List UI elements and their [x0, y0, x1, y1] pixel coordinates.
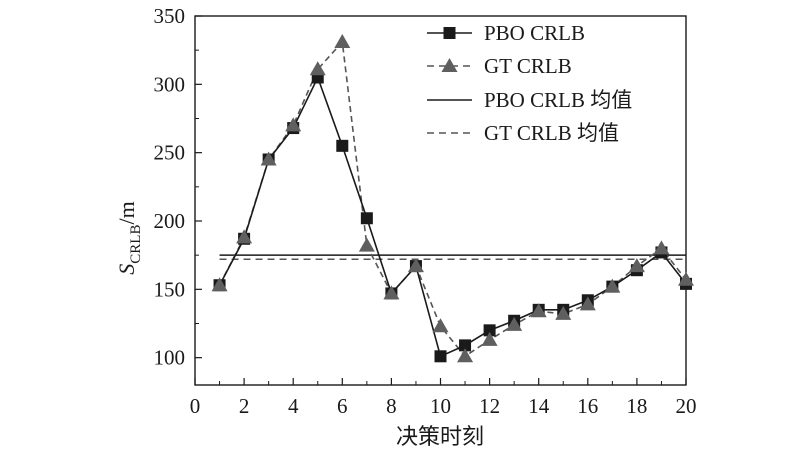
triangle-marker: [285, 117, 302, 132]
triangle-marker: [441, 58, 458, 72]
series-group: [218, 75, 687, 358]
y-tick-label: 300: [154, 72, 186, 96]
y-axis-title-unit: /m: [114, 201, 139, 224]
y-axis-title: SCRLB/m: [114, 201, 144, 274]
axes: 0 2 4 6 8 10 12 14 16 18 20 100 150 200 250 300 350: [154, 4, 697, 418]
triangle-marker: [334, 33, 351, 48]
square-marker: [483, 324, 496, 337]
series-line: [218, 75, 687, 358]
y-tick-label: 100: [154, 346, 186, 370]
data-series: [211, 33, 694, 363]
triangle-marker: [383, 285, 400, 300]
square-marker: [443, 27, 456, 39]
triangle-marker: [678, 271, 694, 286]
y-tick-label: 150: [154, 277, 186, 301]
y-tick-label: 200: [154, 209, 186, 233]
triangle-marker: [211, 277, 228, 292]
square-marker: [360, 212, 373, 225]
triangle-marker: [506, 316, 523, 331]
legend-label: GT CRLB: [484, 54, 572, 78]
triangle-marker: [236, 229, 253, 244]
x-tick-label: 16: [577, 394, 598, 418]
series-line: [218, 40, 687, 358]
x-tick-label: 6: [337, 394, 348, 418]
triangle-marker: [432, 318, 449, 333]
x-tick-label: 20: [676, 394, 697, 418]
y-axis-title-symbol: S: [114, 264, 139, 275]
triangle-marker: [579, 296, 596, 311]
x-tick-label: 8: [386, 394, 397, 418]
x-tick-label: 18: [626, 394, 647, 418]
triangle-marker: [555, 305, 572, 320]
legend-label: PBO CRLB 均值: [484, 88, 632, 112]
triangle-marker: [653, 240, 670, 255]
x-tick-label: 0: [190, 394, 201, 418]
triangle-marker: [358, 237, 375, 252]
square-marker: [434, 350, 447, 363]
series-markers: [213, 71, 692, 363]
triangle-marker: [407, 258, 424, 273]
triangle-marker: [309, 61, 326, 76]
x-tick-label: 12: [479, 394, 500, 418]
y-tick-label: 250: [154, 141, 186, 165]
x-axis-title: 决策时刻: [396, 424, 484, 449]
series-group: [218, 40, 687, 358]
triangle-marker: [457, 348, 474, 363]
x-tick-label: 10: [430, 394, 451, 418]
triangle-marker: [530, 303, 547, 318]
y-axis-title-subscript: CRLB: [128, 225, 144, 264]
series-markers: [211, 33, 694, 363]
triangle-marker: [604, 278, 621, 293]
triangle-marker: [260, 151, 277, 166]
triangle-marker: [481, 331, 498, 346]
x-tick-label: 2: [239, 394, 250, 418]
square-marker: [459, 339, 472, 352]
legend: PBO CRLB GT CRLB PBO CRLB 均值 GT CRLB 均值: [427, 21, 632, 145]
square-marker: [336, 139, 349, 152]
legend-label: PBO CRLB: [484, 21, 585, 45]
y-tick-label: 350: [154, 4, 186, 28]
triangle-marker: [628, 258, 645, 273]
legend-label: GT CRLB 均值: [484, 121, 619, 145]
mean-lines: [219, 254, 686, 261]
x-tick-label: 14: [528, 394, 550, 418]
x-tick-label: 4: [288, 394, 299, 418]
